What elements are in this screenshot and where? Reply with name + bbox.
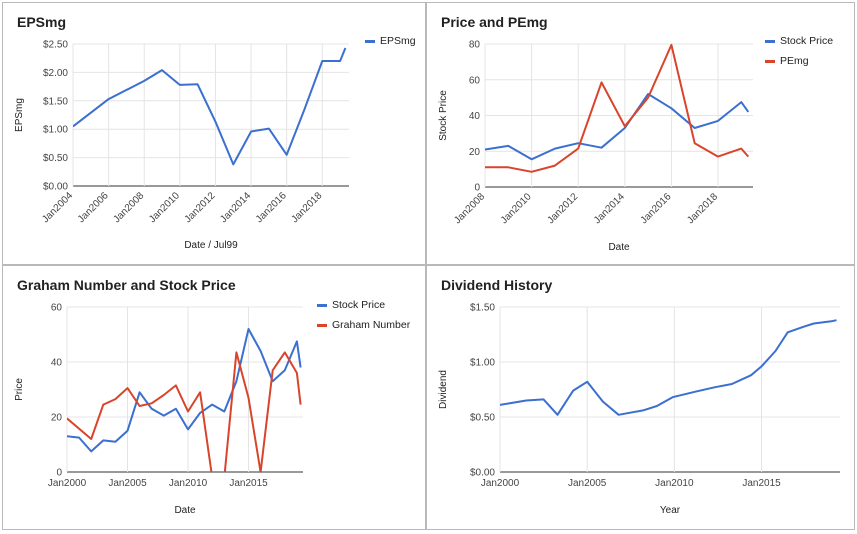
series-line-stock-price	[485, 93, 750, 161]
x-tick-label: Jan2010	[655, 478, 694, 489]
chart-title: EPSmg	[17, 14, 67, 30]
chart-title: Graham Number and Stock Price	[17, 277, 236, 293]
y-tick-label: $0.00	[43, 182, 68, 193]
legend-swatch	[317, 324, 327, 327]
chart-title: Price and PEmg	[441, 14, 548, 30]
x-tick-label: Jan2014	[592, 191, 627, 226]
x-tick-label: Jan2005	[108, 478, 147, 489]
x-axis-title: Date / Jul99	[184, 240, 238, 251]
series-line-stock-price	[67, 328, 302, 453]
y-tick-label: 40	[469, 111, 481, 122]
panel-price-pemg: Price and PEmg 0 20 40 60 80 Jan2008 Jan2010 Ja…	[426, 2, 855, 265]
x-tick-label: Jan2005	[568, 478, 607, 489]
x-tick-label: Jan2000	[481, 478, 520, 489]
x-tick-label: Jan2015	[742, 478, 781, 489]
y-axis-title: Stock Price	[438, 90, 449, 141]
y-tick-label: 0	[56, 468, 62, 479]
series-line-pemg	[485, 43, 750, 173]
chart-title: Dividend History	[441, 277, 553, 293]
price-pemg-chart: 0 20 40 60 80 Jan2008 Jan2010 Jan2012 Jan2014 Jan…	[438, 35, 833, 253]
x-axis-title: Date	[608, 242, 630, 253]
x-tick-label: Jan2004	[40, 190, 75, 225]
legend-swatch	[765, 40, 775, 43]
x-tick-label: Jan2010	[147, 190, 182, 225]
legend-label: Stock Price	[332, 299, 385, 311]
series-line-graham-number	[67, 351, 302, 472]
x-tick-label: Jan2018	[685, 191, 720, 226]
legend-swatch	[765, 60, 775, 63]
x-tick-label: Jan2016	[639, 191, 674, 226]
x-tick-label: Jan2006	[76, 190, 111, 225]
dividend-history-chart: $0.00 $0.50 $1.00 $1.50 Jan2000 Jan2005 Jan201…	[438, 303, 840, 516]
y-axis-title: EPSmg	[14, 98, 25, 132]
series-line-dividend	[500, 319, 837, 416]
x-tick-label: Jan2016	[254, 190, 289, 225]
y-tick-label: $0.00	[470, 468, 495, 479]
y-tick-label: 40	[51, 358, 63, 369]
legend-label: PEmg	[780, 55, 809, 67]
y-tick-label: 20	[51, 413, 63, 424]
y-axis-title: Dividend	[438, 370, 449, 409]
y-tick-label: $1.50	[43, 96, 68, 107]
legend-label: EPSmg	[380, 35, 416, 47]
x-tick-label: Jan2012	[545, 191, 580, 226]
y-tick-label: $2.50	[43, 40, 68, 51]
legend-label: Graham Number	[332, 319, 411, 331]
y-tick-label: 20	[469, 147, 481, 158]
x-tick-label: Jan2015	[229, 478, 268, 489]
y-tick-label: 60	[469, 75, 481, 86]
y-tick-label: $1.00	[470, 358, 495, 369]
y-tick-label: $2.00	[43, 68, 68, 79]
x-tick-label: Jan2008	[111, 190, 146, 225]
panel-graham-number: Graham Number and Stock Price 0 20 40 60 Jan…	[2, 265, 426, 530]
x-axis-title: Year	[660, 505, 681, 516]
y-tick-label: $0.50	[43, 153, 68, 164]
x-tick-label: Jan2010	[499, 191, 534, 226]
y-tick-label: 80	[469, 40, 481, 51]
y-axis-title: Price	[14, 378, 25, 401]
x-tick-label: Jan2012	[183, 190, 218, 225]
x-axis-title: Date	[174, 505, 196, 516]
legend-label: Stock Price	[780, 35, 833, 47]
x-tick-label: Jan2000	[48, 478, 87, 489]
x-tick-label: Jan2018	[289, 190, 324, 225]
x-tick-label: Jan2014	[218, 190, 253, 225]
x-tick-label: Jan2010	[169, 478, 208, 489]
x-tick-label: Jan2008	[452, 191, 487, 226]
y-tick-label: $0.50	[470, 413, 495, 424]
panel-epsmg: EPSmg $0.00 $0.50 $1.00 $1.50 $2.00 $2.50 Jan2…	[2, 2, 426, 265]
y-tick-label: 0	[474, 183, 480, 194]
y-tick-label: 60	[51, 303, 63, 314]
series-line-epsmg	[73, 47, 347, 166]
y-tick-label: $1.00	[43, 125, 68, 136]
panel-dividend-history: Dividend History $0.00 $0.50 $1.00 $1.50 Jan…	[426, 265, 855, 530]
legend-swatch	[317, 304, 327, 307]
y-tick-label: $1.50	[470, 303, 495, 314]
legend-swatch	[365, 40, 375, 43]
graham-number-chart: 0 20 40 60 Jan2000 Jan2005 Jan2010 Jan2015 Date P…	[14, 299, 411, 516]
